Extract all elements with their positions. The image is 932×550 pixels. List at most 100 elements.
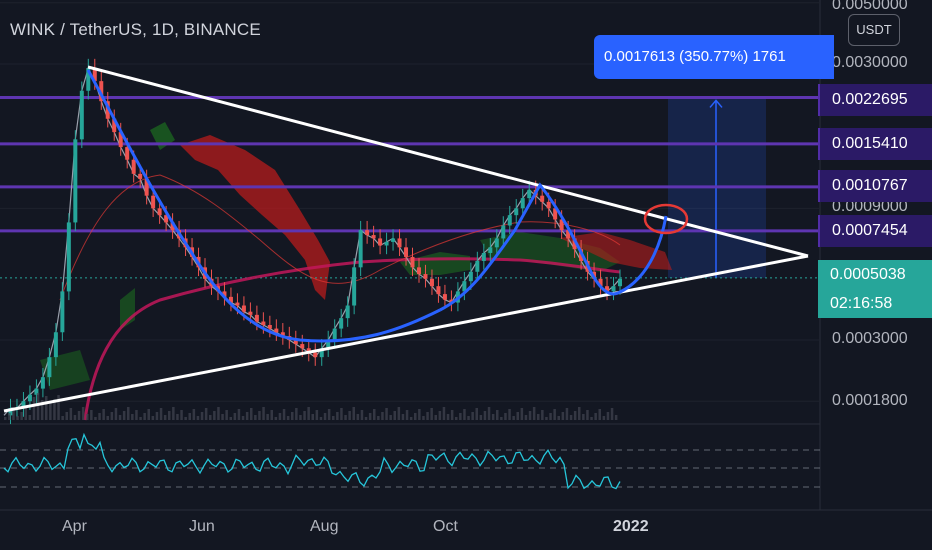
volume-bar (479, 415, 483, 420)
volume-bar (221, 414, 224, 420)
candle-body (598, 278, 603, 287)
price-axis-label: 0.0001800 (832, 392, 908, 409)
volume-bar (295, 408, 298, 420)
volume-bar (537, 414, 540, 420)
volume-bar (532, 407, 536, 420)
volume-bar (573, 411, 577, 420)
volume-bar (323, 413, 327, 420)
candle-body (358, 230, 363, 268)
cloud-bull (150, 122, 175, 150)
volume-bar (45, 396, 48, 420)
moving-average-line (83, 257, 621, 421)
candle-body (514, 208, 519, 216)
cup-pattern-curve (86, 69, 441, 343)
candle-body (423, 274, 428, 279)
candle-body (410, 256, 415, 268)
candle-body (345, 305, 350, 319)
handle-pattern-curve (439, 182, 668, 312)
volume-bar (610, 408, 614, 420)
volume-bar (385, 408, 388, 420)
volume-bar (28, 415, 32, 420)
volume-bar (176, 414, 179, 420)
price-axis-label: 0.0009000 (832, 198, 908, 215)
volume-bar (229, 417, 232, 420)
volume-bar (233, 413, 237, 420)
volume-bar (40, 400, 44, 420)
volume-bar (434, 415, 437, 420)
volume-bar (557, 416, 560, 420)
level-price-tag: 0.0007454 (818, 215, 932, 247)
candle-body (112, 118, 117, 133)
candle-body (319, 348, 324, 358)
volume-bar (541, 410, 544, 420)
volume-bar (278, 413, 282, 420)
candle-body (416, 267, 421, 275)
volume-bar (200, 412, 204, 420)
volume-bar (430, 408, 433, 420)
cloud-bull (40, 350, 90, 390)
candle-body (228, 296, 233, 303)
volume-bar (127, 407, 130, 420)
candle-body (507, 215, 512, 226)
volume-bar (569, 415, 573, 420)
candle-body (73, 139, 78, 223)
volume-bar (159, 408, 163, 420)
candle-body (293, 340, 298, 345)
candle-body (326, 340, 331, 349)
volume-bar (414, 413, 417, 420)
volume-bar (225, 410, 228, 420)
symbol-title[interactable]: WINK / TetherUS, 1D, BINANCE (10, 20, 261, 39)
volume-bar (368, 413, 372, 420)
candle-body (436, 286, 441, 295)
volume-bar (598, 409, 601, 420)
cloud-bear (180, 135, 330, 300)
candle-body (397, 238, 402, 248)
volume-bar (561, 412, 565, 420)
candle-body (118, 132, 123, 148)
breakout-circle (643, 203, 689, 235)
candle-body (40, 377, 45, 389)
triangle-lower-line (3, 254, 809, 413)
volume-bar (168, 411, 171, 420)
volume-bar (118, 415, 122, 420)
candle-body (475, 260, 480, 272)
candle-body (378, 238, 383, 246)
candle-body (34, 388, 39, 395)
volume-bar (163, 415, 167, 420)
candle-body (553, 208, 558, 220)
volume-bar (582, 414, 585, 420)
volume-bar (32, 397, 36, 420)
volume-bar (590, 417, 593, 420)
volume-bar (340, 408, 343, 420)
price-axis-label: 0.0030000 (832, 54, 908, 71)
candle-body (138, 173, 143, 179)
volume-bar (315, 410, 319, 420)
volume-bar (344, 415, 347, 420)
volume-bar (188, 413, 191, 420)
volume-bar (475, 408, 478, 420)
volume-bar (553, 409, 556, 420)
candle-body (164, 215, 169, 223)
candle-body (66, 222, 71, 292)
volume-bar (401, 414, 405, 420)
currency-button[interactable]: USDT (848, 14, 900, 46)
volume-bar (397, 407, 401, 420)
volume-bar (12, 409, 15, 420)
volume-bar (291, 412, 294, 420)
volume-bar (53, 399, 56, 420)
candle-body (254, 314, 259, 322)
volume-bar (217, 407, 220, 420)
candle-body (527, 189, 532, 199)
candle-body (546, 201, 551, 209)
candle-body (300, 344, 305, 349)
level-price-tag: 0.0022695 (818, 84, 932, 116)
volume-bar (209, 415, 212, 420)
candle-body (481, 252, 486, 261)
candle-body (92, 68, 97, 82)
candle-body (404, 247, 409, 257)
candle-body (79, 90, 84, 140)
candle-body (449, 299, 454, 303)
volume-bar (455, 417, 458, 420)
volume-bar (586, 410, 589, 420)
